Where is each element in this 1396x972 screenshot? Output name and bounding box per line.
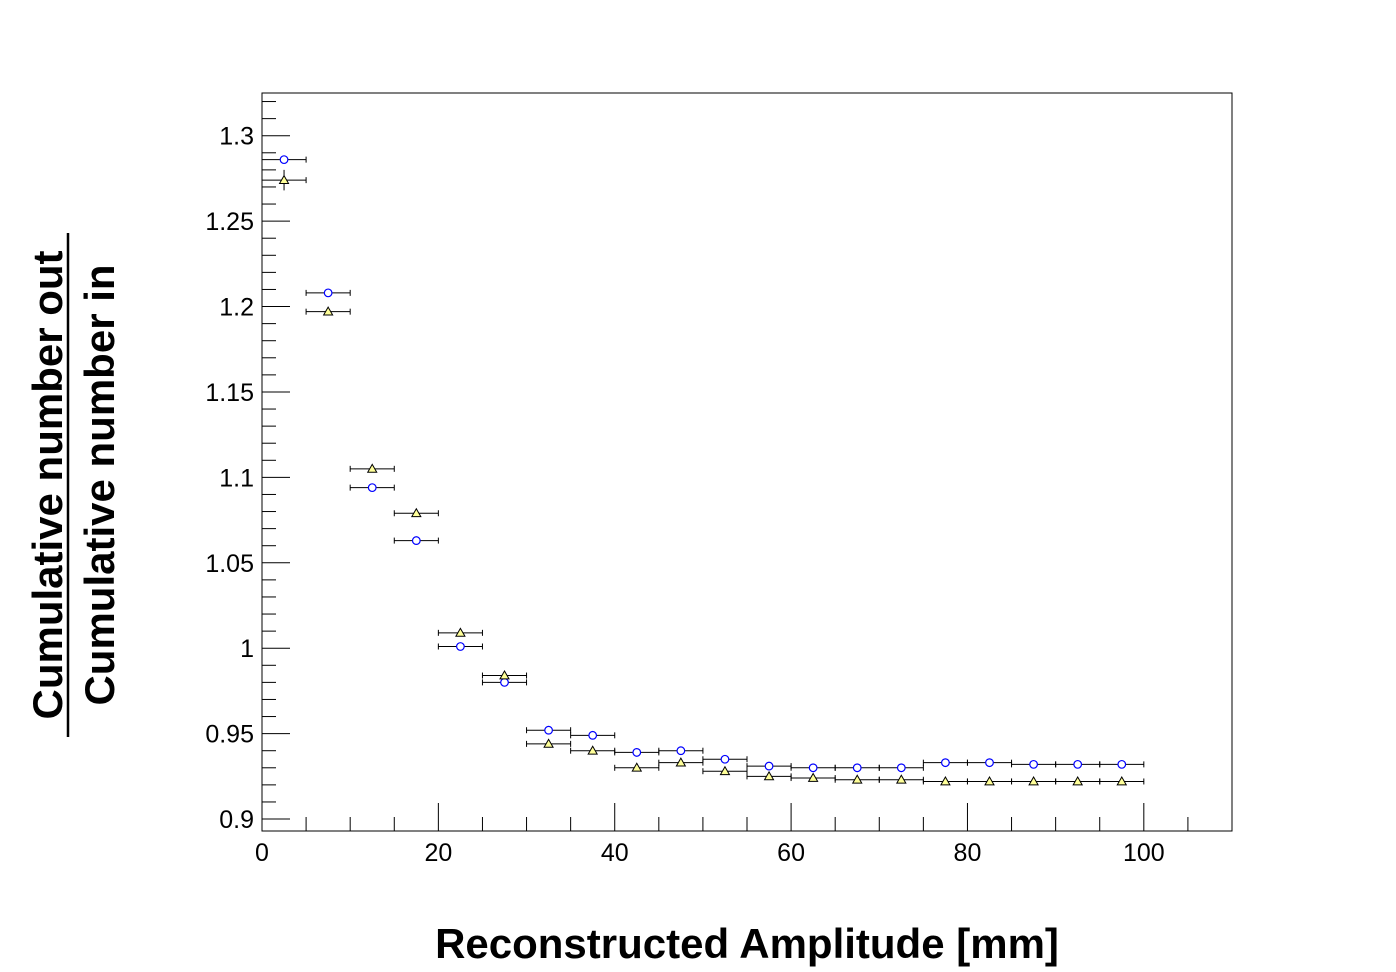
y-axis-title-numerator: Cumulative number out (24, 250, 71, 719)
y-axis-title: Cumulative number out Cumulative number … (24, 233, 123, 737)
x-tick-label: 100 (1123, 839, 1165, 867)
data-point (367, 483, 377, 493)
data-point (984, 775, 995, 786)
data-point (1072, 775, 1084, 786)
x-axis-ticks (261, 803, 1233, 831)
data-point (455, 627, 466, 637)
data-point (763, 770, 775, 781)
x-axis-title: Reconstructed Amplitude [mm] (435, 920, 1059, 967)
data-point (851, 774, 863, 784)
data-point (719, 765, 731, 776)
data-point (544, 725, 553, 735)
y-axis-title-denominator: Cumulative number in (76, 264, 123, 705)
data-point (1117, 759, 1127, 769)
y-tick-label: 1.05 (205, 550, 254, 578)
data-point (456, 642, 465, 651)
data-point (500, 677, 509, 687)
data-point (895, 774, 907, 784)
data-point (896, 763, 906, 773)
x-tick-label: 60 (777, 839, 805, 867)
y-tick-label: 1.3 (219, 123, 254, 151)
data-point (632, 748, 642, 757)
data-point (941, 758, 950, 768)
x-tick-label: 40 (601, 839, 629, 867)
y-tick-label: 1.15 (205, 379, 254, 407)
data-point (940, 775, 951, 786)
data-point (764, 761, 774, 771)
data-point (807, 772, 819, 782)
x-tick-label: 80 (954, 839, 982, 867)
data-point (410, 507, 422, 518)
data-point (587, 745, 599, 755)
data-point (985, 758, 994, 768)
y-tick-label: 1.1 (219, 464, 254, 492)
data-point (720, 754, 730, 764)
y-tick-label: 1.2 (219, 294, 254, 322)
data-point (676, 746, 686, 756)
data-point (588, 730, 598, 740)
series-2 (261, 169, 1145, 786)
data-point (675, 757, 687, 767)
data-point (278, 174, 290, 184)
data-series (261, 155, 1145, 786)
data-point (1028, 775, 1039, 786)
data-point (499, 670, 510, 680)
x-tick-label: 20 (424, 839, 452, 867)
data-point (279, 155, 289, 165)
y-axis-tick-labels: 0.9 0.95 1 1.05 1.1 1.15 1.2 1.25 1.3 (205, 123, 254, 834)
x-tick-label: 0 (255, 839, 269, 867)
y-tick-label: 0.95 (205, 721, 254, 749)
data-point (323, 288, 333, 298)
data-point (808, 763, 818, 773)
y-tick-label: 1 (240, 635, 254, 663)
data-point (411, 536, 421, 545)
y-tick-label: 0.9 (219, 806, 254, 834)
data-point (1116, 775, 1128, 786)
data-point (852, 763, 862, 773)
data-point (631, 762, 643, 772)
data-point (543, 738, 554, 748)
series-1 (261, 155, 1145, 773)
y-tick-label: 1.25 (205, 208, 254, 236)
plot-frame (261, 92, 1233, 832)
data-point (1029, 759, 1038, 769)
data-point (366, 463, 378, 473)
data-point (322, 306, 334, 316)
data-point (1073, 759, 1083, 769)
x-axis-tick-labels: 0 20 40 60 80 100 (255, 839, 1165, 867)
y-axis-ticks (262, 101, 290, 820)
